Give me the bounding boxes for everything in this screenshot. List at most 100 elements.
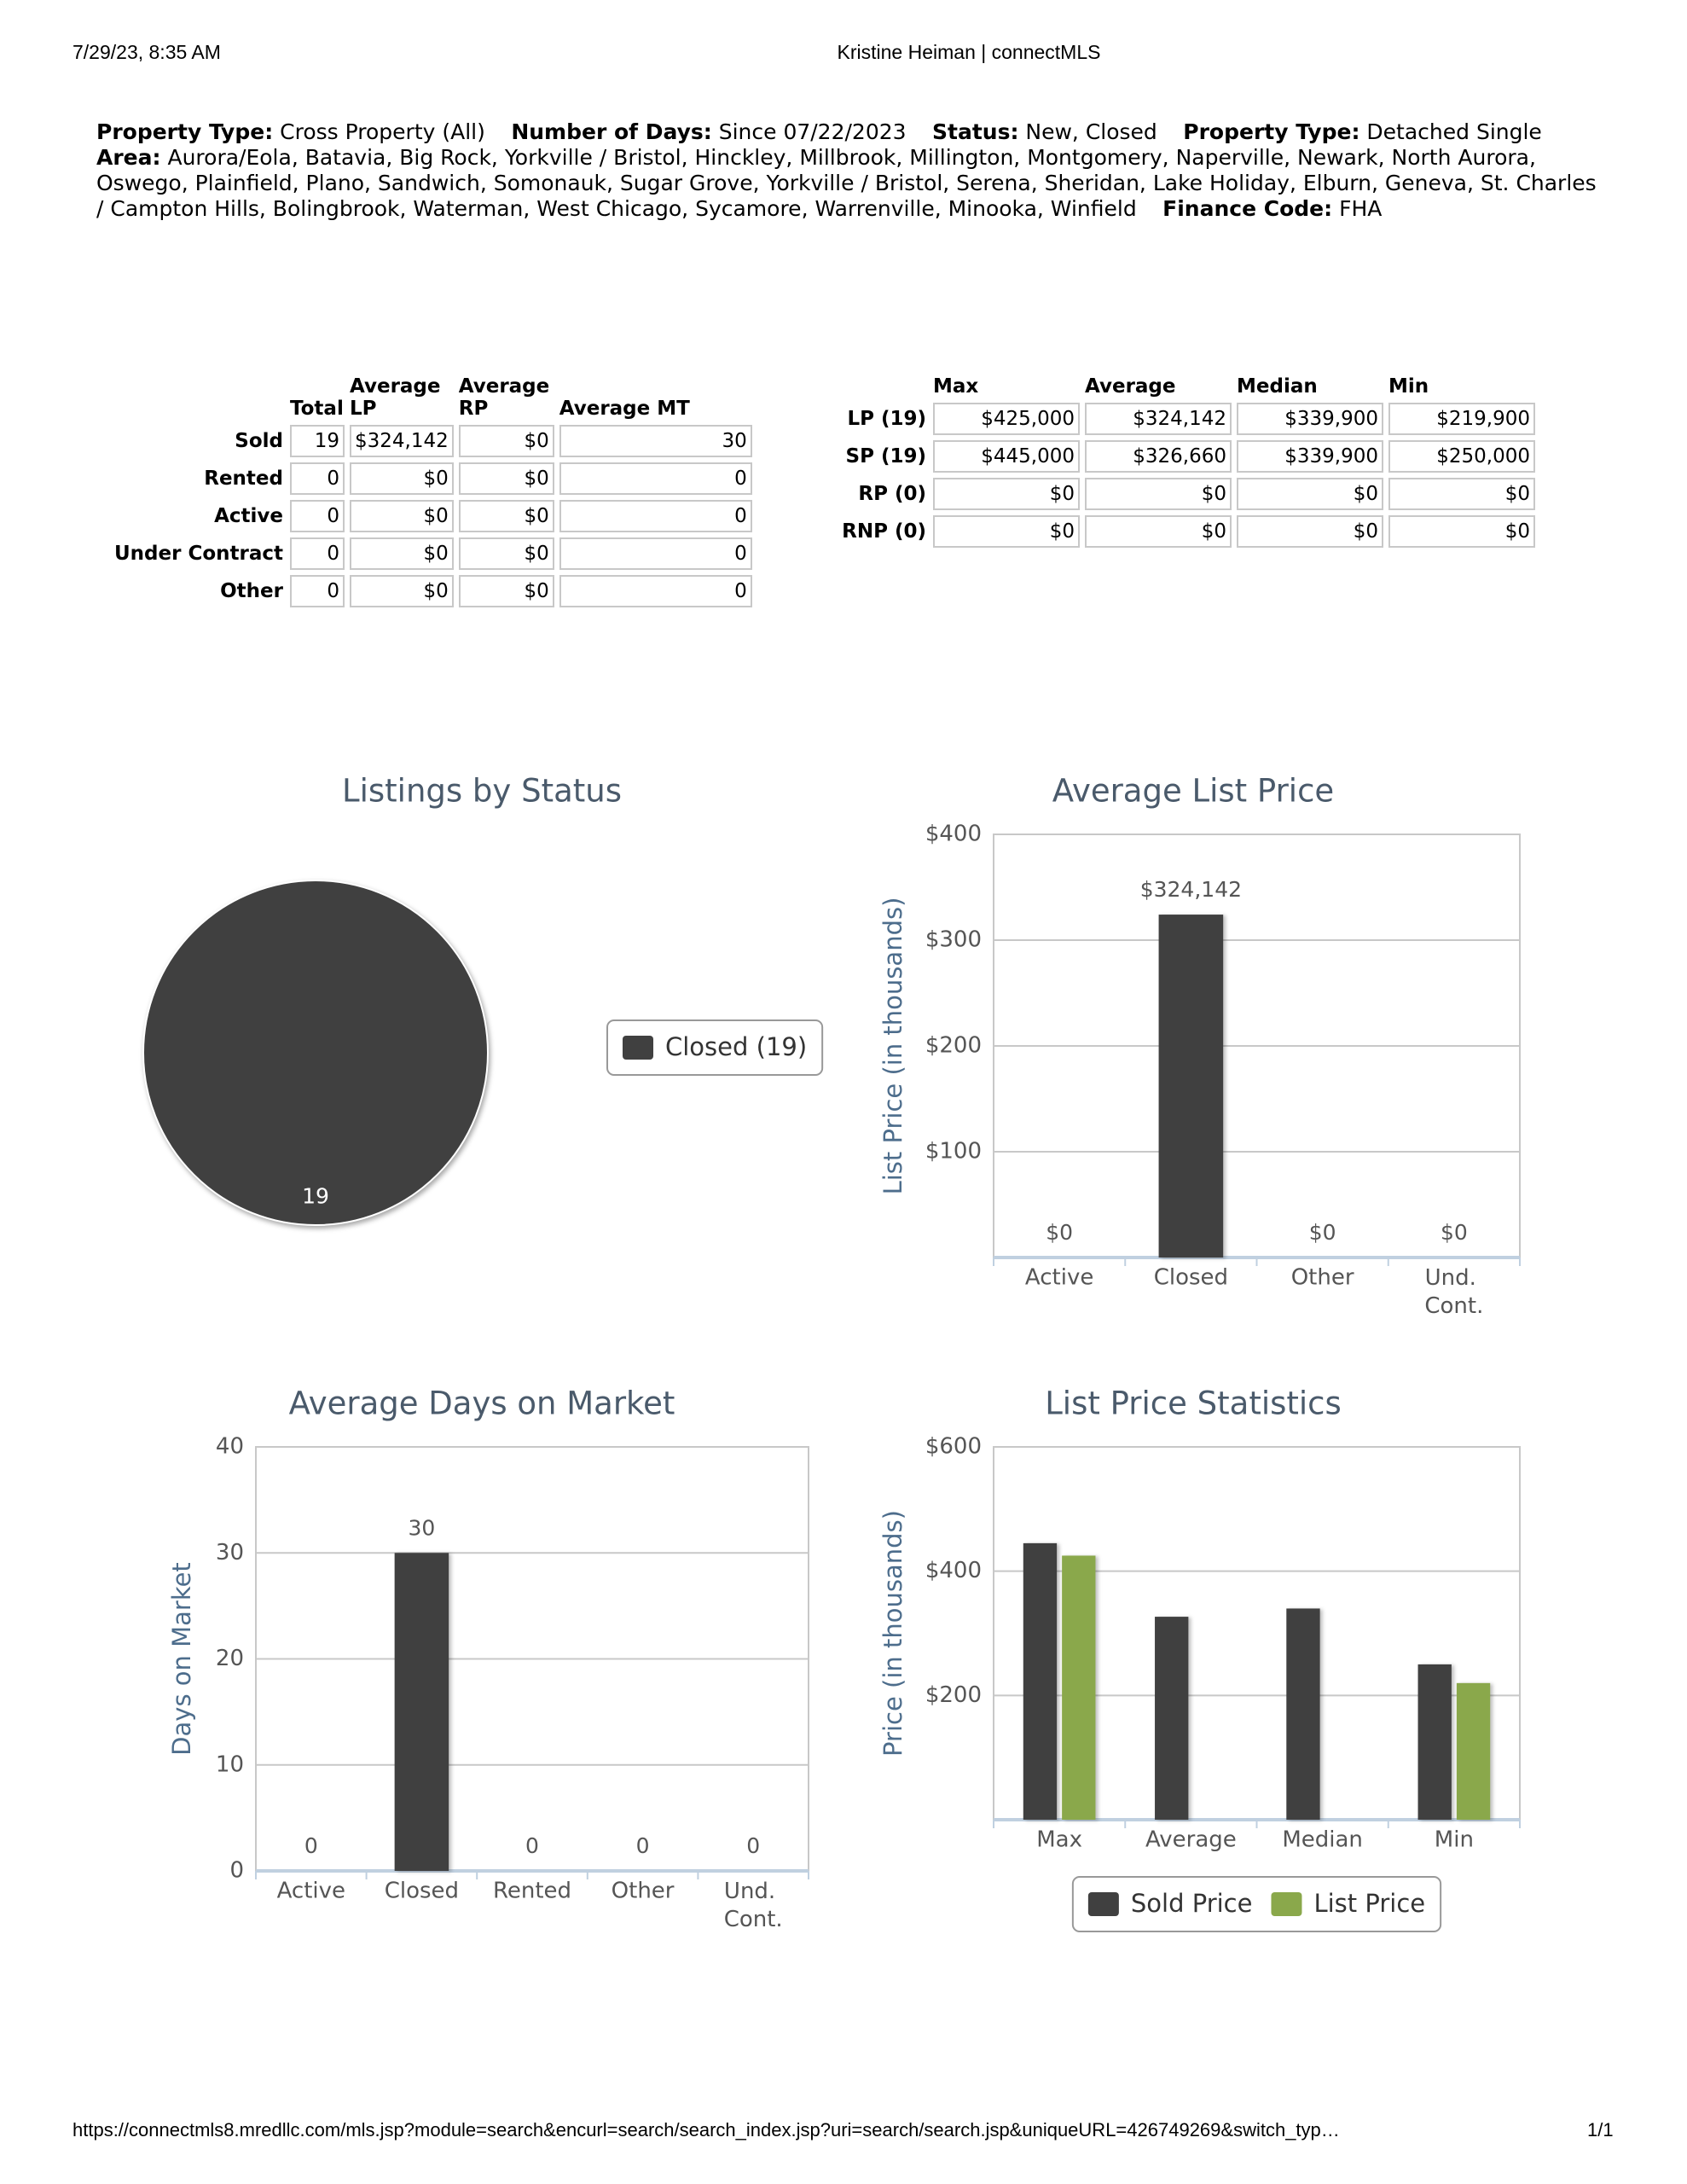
bar (1062, 1555, 1096, 1820)
y-tick-label: 0 (229, 1858, 244, 1884)
cell: $0 (350, 537, 454, 570)
x-tick-label: Median (1282, 1827, 1363, 1853)
bar (1158, 915, 1224, 1258)
x-tick-label: Closed (1154, 1265, 1228, 1291)
y-tick-label: $200 (925, 1033, 982, 1059)
cell: $0 (933, 515, 1080, 548)
x-tick-label: Active (1025, 1265, 1093, 1291)
cell: $0 (1388, 478, 1535, 510)
column-header: Total (290, 398, 344, 420)
bar (1023, 1542, 1058, 1820)
chart-title: List Price Statistics (1045, 1385, 1342, 1422)
bar (394, 1553, 449, 1871)
row-label: LP (19) (847, 408, 926, 430)
legend-swatch (1087, 1892, 1119, 1916)
table-row: Active 0 $0 $0 0 (97, 500, 752, 532)
bar (1417, 1664, 1452, 1820)
cell: $0 (350, 575, 454, 607)
y-tick-label: $400 (925, 822, 982, 847)
criterion-label: Finance Code: (1162, 196, 1333, 221)
legend-box (1071, 1876, 1442, 1932)
column-header: Max (933, 375, 979, 398)
header-row: Total Average LP Average RP Average MT (97, 375, 752, 420)
table-row: Sold 19 $324,142 $0 30 (97, 425, 752, 457)
criterion-value: Cross Property (All) (280, 119, 485, 144)
legend-swatch (1271, 1892, 1302, 1916)
chart-title: Listings by Status (342, 773, 622, 810)
data-label: $0 (1046, 1220, 1073, 1245)
table-row: RP (0) $0 $0 $0 $0 (832, 478, 1535, 510)
criterion-value: Aurora/Eola, Batavia, Big Rock, Yorkvill… (96, 145, 1597, 221)
row-label: Other (220, 580, 283, 602)
criterion-label: Property Type: (96, 119, 274, 144)
data-label: 19 (302, 1184, 329, 1209)
x-tick-label: Closed (385, 1879, 459, 1904)
criterion-label: Number of Days: (511, 119, 712, 144)
page-number: 1/1 (1587, 2119, 1614, 2140)
table-row: Under Contract 0 $0 $0 0 (97, 537, 752, 570)
bar (1456, 1682, 1491, 1820)
x-tick-label: Average (1145, 1827, 1237, 1853)
cell: $326,660 (1085, 440, 1232, 473)
y-tick-label: 40 (216, 1434, 244, 1460)
cell: $339,900 (1237, 440, 1383, 473)
cell: $250,000 (1388, 440, 1535, 473)
cell: $0 (933, 478, 1080, 510)
y-tick-label: $600 (925, 1434, 982, 1460)
x-tick-label: Rented (493, 1879, 571, 1904)
y-tick-label: 20 (216, 1646, 244, 1671)
y-axis-title: List Price (in thousands) (878, 897, 907, 1195)
row-label: Rented (204, 468, 283, 490)
table-row: LP (19) $425,000 $324,142 $339,900 $219,900 (832, 403, 1535, 435)
cell: $0 (458, 575, 554, 607)
footer-url: https://connectmls8.mredllc.com/mls.jsp?… (72, 2119, 1340, 2140)
x-tick-label: Min (1435, 1827, 1474, 1853)
criterion-value: Since 07/22/2023 (718, 119, 907, 144)
table-row: Rented 0 $0 $0 0 (97, 462, 752, 495)
criterion-label: Area: (96, 145, 161, 170)
cell: $0 (1085, 478, 1232, 510)
cell: 0 (559, 500, 752, 532)
criterion: Status: New, Closed (932, 119, 1157, 144)
y-tick-label: 30 (216, 1540, 244, 1565)
criterion: Property Type: Cross Property (All) (96, 119, 485, 144)
row-label: Sold (235, 430, 283, 452)
criterion-value: New, Closed (1025, 119, 1157, 144)
criterion: Finance Code: FHA (1162, 196, 1382, 221)
column-header: Median (1237, 375, 1318, 398)
column-header: Average RP (458, 375, 550, 420)
cell: $0 (458, 500, 554, 532)
price-table: Max Average Median Min LP (19) $425,000 $324,1… (827, 370, 1540, 553)
row-label: Under Contract (113, 543, 283, 565)
cell: 0 (290, 500, 345, 532)
x-tick-label: Und. Cont. (1424, 1265, 1483, 1319)
table-row: Other 0 $0 $0 0 (97, 575, 752, 607)
bar (1286, 1608, 1320, 1820)
cell: $445,000 (933, 440, 1080, 473)
data-label: 0 (746, 1833, 760, 1858)
row-label: RP (0) (858, 483, 926, 505)
cell: $0 (458, 462, 554, 495)
search-criteria: Property Type: Cross Property (All) Numb… (96, 119, 1606, 222)
chart-title: Average Days on Market (289, 1385, 675, 1422)
data-label: 30 (408, 1515, 435, 1540)
cell: $324,142 (350, 425, 454, 457)
column-header: Average MT (559, 398, 690, 420)
chart-title: Average List Price (1052, 773, 1334, 810)
cell: $0 (350, 462, 454, 495)
table-row: RNP (0) $0 $0 $0 $0 (832, 515, 1535, 548)
summary-table: Total Average LP Average RP Average MT Sold 1… (92, 370, 757, 613)
y-tick-label: 10 (216, 1751, 244, 1777)
y-tick-label: $300 (925, 927, 982, 953)
bar (1155, 1617, 1189, 1820)
criterion-value: FHA (1339, 196, 1383, 221)
data-label: 0 (636, 1833, 650, 1858)
criterion-value: Detached Single (1366, 119, 1542, 144)
x-tick-label: Active (277, 1879, 345, 1904)
page-title: Kristine Heiman | connectMLS (837, 41, 1101, 63)
data-label: 0 (525, 1833, 539, 1858)
cell: 30 (559, 425, 752, 457)
cell: $0 (458, 537, 554, 570)
criterion: Number of Days: Since 07/22/2023 (511, 119, 906, 144)
